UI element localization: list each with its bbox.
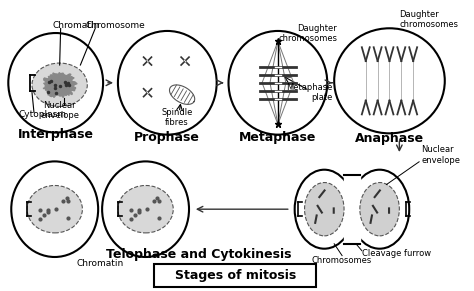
Polygon shape xyxy=(344,175,360,244)
Ellipse shape xyxy=(360,182,400,236)
Ellipse shape xyxy=(118,31,217,135)
Ellipse shape xyxy=(305,182,344,236)
Text: Cleavage furrow: Cleavage furrow xyxy=(362,249,431,258)
Text: Telophase and Cytokinesis: Telophase and Cytokinesis xyxy=(106,248,292,261)
Ellipse shape xyxy=(295,170,354,249)
Text: Anaphase: Anaphase xyxy=(355,132,424,145)
Ellipse shape xyxy=(9,33,103,133)
Text: Chromosomes: Chromosomes xyxy=(312,256,372,265)
Text: Chromatin: Chromatin xyxy=(53,21,100,30)
Text: Nuclear
envelope: Nuclear envelope xyxy=(40,101,79,120)
Text: Prophase: Prophase xyxy=(134,131,200,143)
FancyBboxPatch shape xyxy=(155,264,317,287)
Text: Metaphase
plate: Metaphase plate xyxy=(286,83,332,102)
Ellipse shape xyxy=(11,162,98,257)
Text: Daughter
chromosomes: Daughter chromosomes xyxy=(278,24,337,43)
Polygon shape xyxy=(43,72,77,97)
Ellipse shape xyxy=(118,185,173,233)
Text: Nuclear
envelope: Nuclear envelope xyxy=(421,145,460,165)
Text: Chromatin: Chromatin xyxy=(76,259,124,268)
Text: Cytoplasm: Cytoplasm xyxy=(18,110,66,119)
Ellipse shape xyxy=(334,28,445,133)
Ellipse shape xyxy=(228,31,327,135)
Ellipse shape xyxy=(102,162,189,257)
Ellipse shape xyxy=(350,170,409,249)
Ellipse shape xyxy=(32,63,87,107)
Text: Interphase: Interphase xyxy=(18,128,94,141)
Text: Spindle
fibres: Spindle fibres xyxy=(162,108,193,127)
Text: Daughter
chromosomes: Daughter chromosomes xyxy=(400,10,458,29)
Text: Stages of mitosis: Stages of mitosis xyxy=(175,269,296,282)
Ellipse shape xyxy=(27,185,82,233)
Text: Metaphase: Metaphase xyxy=(239,131,317,143)
Text: Chromosome: Chromosome xyxy=(85,21,145,30)
